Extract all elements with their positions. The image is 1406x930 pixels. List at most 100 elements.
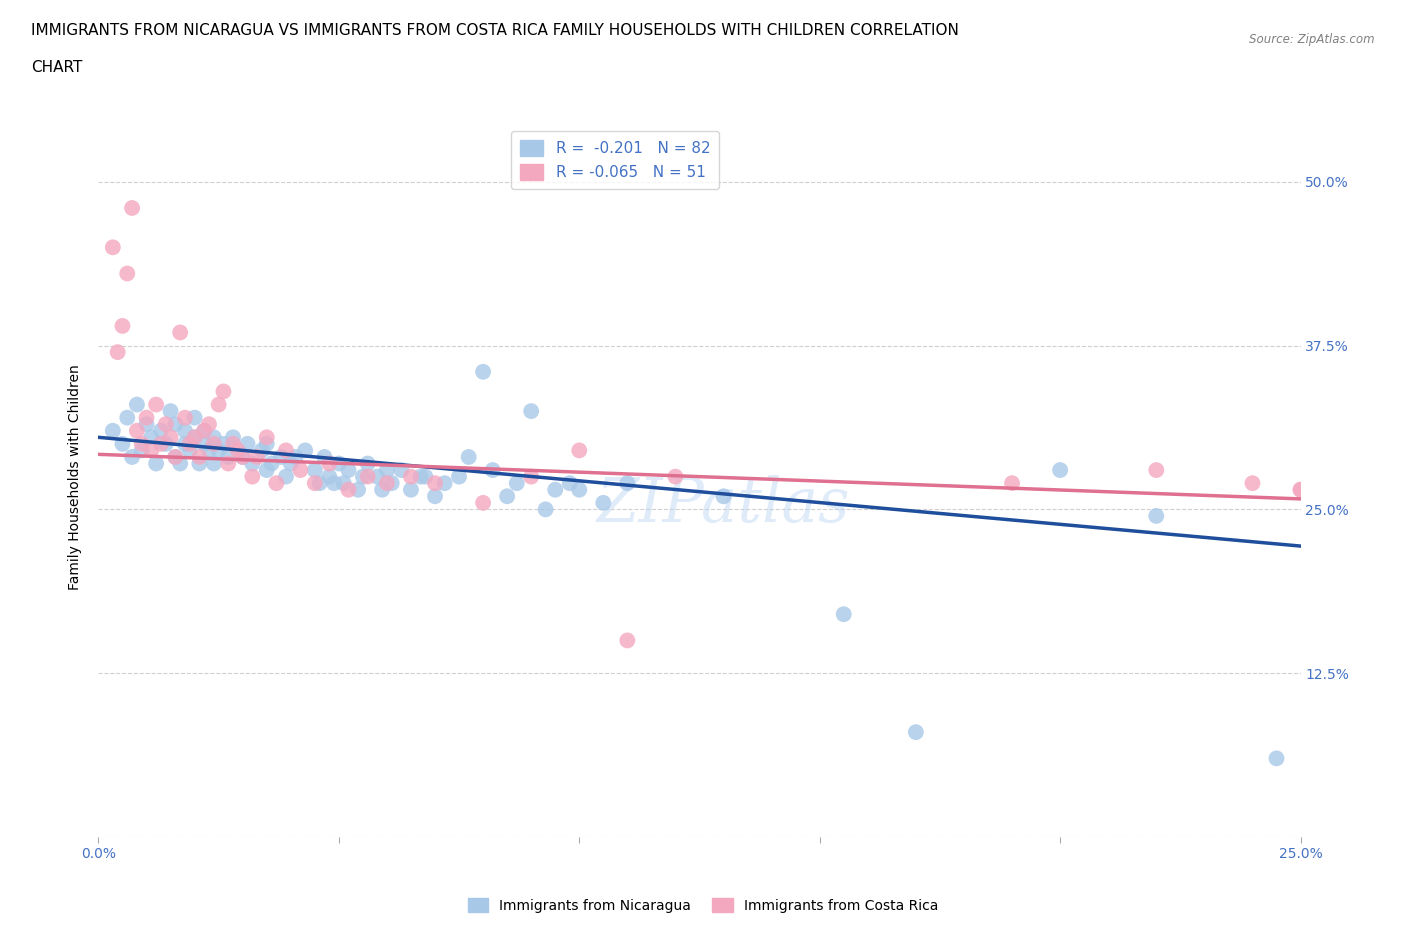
Point [375,462,398,477]
Point [202,436,225,451]
Point [337,462,360,477]
Legend: R =  -0.201   N = 82, R = -0.065   N = 51: R = -0.201 N = 82, R = -0.065 N = 51 [512,131,720,189]
Point [159,404,181,418]
Point [222,430,245,445]
Point [193,423,215,438]
Point [270,449,292,464]
Point [198,417,221,432]
Point [101,423,124,438]
Point [174,423,197,438]
Point [332,476,354,491]
Point [212,384,235,399]
Point [121,201,143,216]
Point [616,476,638,491]
Point [389,462,412,477]
Point [304,476,326,491]
Text: Source: ZipAtlas.com: Source: ZipAtlas.com [1250,33,1375,46]
Point [294,443,316,458]
Point [280,456,302,471]
Point [337,483,360,498]
Point [169,326,191,340]
Point [183,430,205,445]
Point [141,443,163,458]
Point [131,443,153,458]
Point [208,443,231,458]
Point [198,443,221,458]
Point [174,410,197,425]
Point [1265,751,1288,765]
Point [318,469,340,484]
Point [375,476,398,491]
Point [423,476,446,491]
Point [149,436,172,451]
Text: IMMIGRANTS FROM NICARAGUA VS IMMIGRANTS FROM COSTA RICA FAMILY HOUSEHOLDS WITH C: IMMIGRANTS FROM NICARAGUA VS IMMIGRANTS … [31,23,959,38]
Point [568,483,591,498]
Y-axis label: Family Households with Children: Family Households with Children [69,364,83,590]
Point [713,489,735,504]
Point [457,449,479,464]
Point [188,456,211,471]
Point [290,462,312,477]
Point [217,456,239,471]
Point [188,449,211,464]
Point [145,456,167,471]
Point [145,397,167,412]
Point [1144,509,1167,524]
Point [174,436,197,451]
Point [159,430,181,445]
Point [357,456,380,471]
Point [399,483,422,498]
Point [155,417,177,432]
Point [366,469,388,484]
Text: CHART: CHART [31,60,83,75]
Point [193,436,215,451]
Point [193,423,215,438]
Point [496,489,519,504]
Point [284,449,307,464]
Point [481,462,503,477]
Point [125,397,148,412]
Point [226,443,249,458]
Point [131,436,153,451]
Point [308,476,330,491]
Point [101,240,124,255]
Point [1241,476,1264,491]
Point [357,469,380,484]
Point [506,476,529,491]
Point [328,456,350,471]
Point [135,410,157,425]
Text: ZIPatlas: ZIPatlas [596,475,851,536]
Point [250,443,273,458]
Point [246,449,269,464]
Point [222,436,245,451]
Point [568,443,591,458]
Point [832,606,855,621]
Point [415,469,437,484]
Point [232,449,254,464]
Point [558,476,581,491]
Point [125,423,148,438]
Point [165,417,187,432]
Point [447,469,470,484]
Point [111,318,134,333]
Point [165,449,187,464]
Point [240,456,263,471]
Point [183,410,205,425]
Point [141,430,163,445]
Point [217,449,239,464]
Point [111,436,134,451]
Point [135,417,157,432]
Point [664,469,686,484]
Point [121,449,143,464]
Point [202,430,225,445]
Legend: Immigrants from Nicaragua, Immigrants from Costa Rica: Immigrants from Nicaragua, Immigrants fr… [463,893,943,919]
Point [117,410,139,425]
Point [165,449,187,464]
Point [423,489,446,504]
Point [1289,483,1312,498]
Point [1289,483,1312,498]
Point [117,266,139,281]
Point [592,496,614,511]
Point [236,436,259,451]
Point [169,456,191,471]
